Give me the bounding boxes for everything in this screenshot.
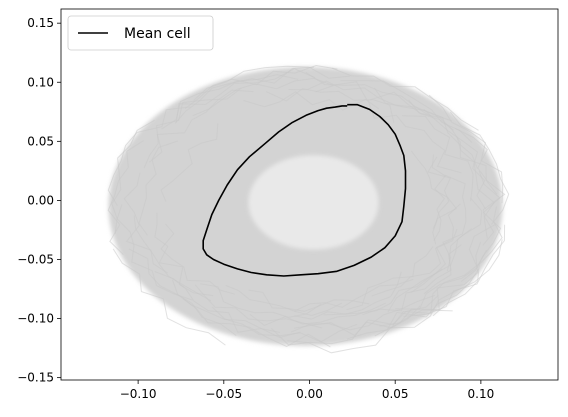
background-trace — [149, 89, 254, 163]
y-tick-label: 0.10 — [27, 75, 54, 89]
background-trace — [200, 283, 322, 318]
series-line-mean-cell — [202, 103, 407, 277]
x-tick-label: 0.05 — [382, 387, 409, 401]
y-tick-label: −0.05 — [17, 252, 54, 266]
y-tick-label: −0.15 — [17, 371, 54, 385]
background-trace — [184, 64, 338, 109]
y-tick-label: 0.00 — [27, 193, 54, 207]
background-trace — [428, 94, 504, 204]
background-trace — [290, 294, 435, 333]
y-axis: 0.15 0.10 0.05 0.00 −0.05 −0.10 −0.15 — [17, 16, 61, 385]
background-trace — [450, 111, 510, 225]
background-trace — [395, 224, 496, 310]
background-trace — [305, 71, 453, 122]
y-tick-label: 0.05 — [27, 134, 54, 148]
background-trace — [287, 309, 453, 354]
background-trace — [154, 212, 214, 297]
background-trace — [410, 203, 461, 293]
background-trace — [160, 223, 236, 295]
background-trace — [315, 81, 455, 131]
background-trace — [225, 284, 343, 317]
background-trace — [116, 204, 193, 301]
background-trace — [112, 248, 226, 346]
background-trace — [442, 174, 467, 272]
background-trace — [410, 150, 458, 229]
background-trace — [138, 140, 179, 236]
x-tick-label: −0.05 — [205, 387, 242, 401]
series-layer — [202, 103, 407, 277]
background-trace — [270, 305, 421, 346]
background-trace — [288, 80, 432, 117]
background-trace — [371, 228, 458, 297]
background-trace — [390, 239, 503, 329]
background-trace — [293, 271, 402, 312]
x-tick-label: 0.10 — [468, 387, 495, 401]
background-trace — [248, 289, 370, 312]
background-trace — [340, 80, 473, 143]
background-trace — [182, 298, 331, 348]
background-trace — [362, 244, 462, 316]
background-trace — [133, 215, 212, 302]
background-trace — [346, 246, 434, 311]
x-tick-label: 0.00 — [296, 387, 323, 401]
trace-cloud-center — [248, 155, 379, 250]
x-tick-label: −0.10 — [120, 387, 157, 401]
legend: Mean cell — [67, 15, 214, 51]
background-trace — [192, 77, 333, 117]
background-trace — [427, 156, 452, 245]
background-trace — [175, 68, 316, 123]
legend-label-mean-cell: Mean cell — [124, 26, 191, 42]
background-trace — [423, 197, 483, 295]
background-trace — [293, 294, 439, 337]
background-trace — [331, 67, 479, 131]
background-trace — [460, 170, 502, 282]
background-trace — [193, 65, 351, 101]
background-trace — [401, 115, 474, 202]
background-traces — [107, 64, 510, 354]
background-trace — [294, 278, 414, 320]
x-axis: −0.10 −0.05 0.00 0.05 0.10 — [120, 380, 495, 401]
background-trace — [403, 224, 506, 317]
legend-box — [67, 15, 214, 51]
background-trace — [160, 123, 219, 202]
background-trace — [111, 119, 155, 234]
background-trace — [387, 228, 472, 313]
background-trace — [128, 248, 237, 336]
background-trace — [211, 306, 358, 343]
background-trace — [143, 87, 242, 169]
background-trace — [367, 100, 462, 174]
y-tick-label: 0.15 — [27, 16, 54, 30]
background-trace — [431, 154, 446, 241]
background-trace — [107, 140, 144, 255]
background-trace — [243, 91, 379, 111]
background-trace — [408, 99, 498, 195]
background-trace — [265, 88, 395, 123]
background-trace — [123, 172, 168, 274]
background-trace — [379, 241, 482, 327]
background-trace — [107, 106, 191, 206]
y-tick-label: −0.10 — [17, 312, 54, 326]
